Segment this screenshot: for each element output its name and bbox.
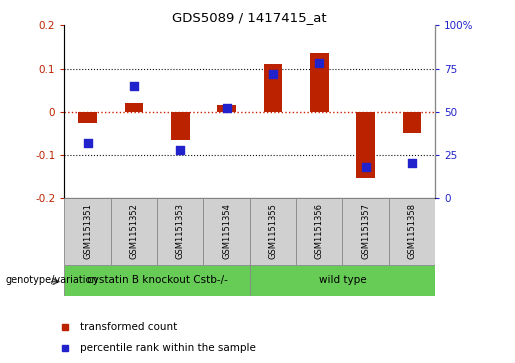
Point — [130, 83, 138, 89]
Text: transformed count: transformed count — [80, 322, 177, 332]
Text: GSM1151352: GSM1151352 — [129, 204, 139, 259]
Text: GSM1151358: GSM1151358 — [407, 203, 417, 260]
Bar — [78, 112, 97, 123]
Bar — [217, 105, 236, 112]
Bar — [111, 198, 157, 265]
Bar — [310, 53, 329, 112]
Text: GSM1151357: GSM1151357 — [361, 203, 370, 260]
Text: GSM1151355: GSM1151355 — [268, 204, 278, 259]
Bar — [250, 265, 435, 296]
Text: genotype/variation: genotype/variation — [5, 275, 98, 285]
Point — [176, 147, 184, 152]
Bar — [389, 198, 435, 265]
Bar — [356, 112, 375, 179]
Bar — [203, 198, 250, 265]
Text: wild type: wild type — [319, 276, 366, 285]
Text: GSM1151351: GSM1151351 — [83, 204, 92, 259]
Bar — [342, 198, 389, 265]
Text: cystatin B knockout Cstb-/-: cystatin B knockout Cstb-/- — [87, 276, 228, 285]
Bar — [64, 198, 111, 265]
Bar — [250, 198, 296, 265]
Text: GSM1151353: GSM1151353 — [176, 203, 185, 260]
Bar — [157, 198, 203, 265]
Bar — [171, 112, 190, 140]
Point — [83, 140, 92, 146]
Title: GDS5089 / 1417415_at: GDS5089 / 1417415_at — [173, 11, 327, 24]
Text: GSM1151356: GSM1151356 — [315, 203, 324, 260]
Bar — [264, 64, 282, 112]
Point — [362, 164, 370, 170]
Bar — [403, 112, 421, 133]
Bar — [125, 103, 143, 112]
Point — [315, 61, 323, 66]
Text: percentile rank within the sample: percentile rank within the sample — [80, 343, 256, 354]
Text: GSM1151354: GSM1151354 — [222, 204, 231, 259]
Point — [222, 105, 231, 111]
Point — [408, 160, 416, 166]
Point — [269, 71, 277, 77]
Bar — [64, 265, 250, 296]
Bar — [296, 198, 342, 265]
